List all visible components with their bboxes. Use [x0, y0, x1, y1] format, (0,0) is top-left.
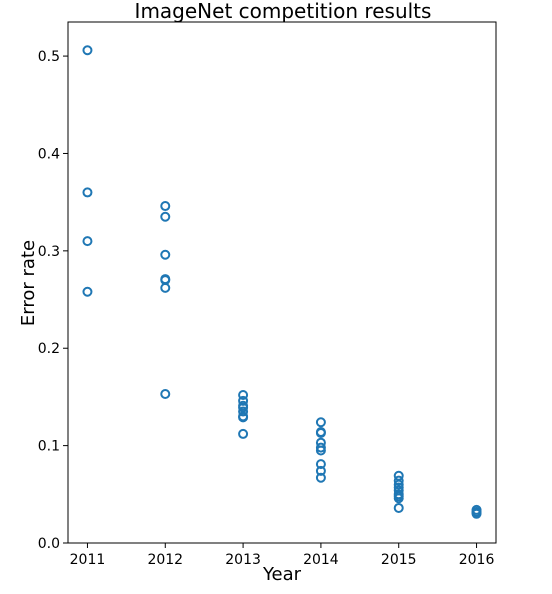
data-point	[82, 286, 93, 297]
y-tick-label: 0.4	[38, 146, 60, 162]
data-point	[393, 502, 404, 513]
data-point	[238, 428, 249, 439]
data-point	[160, 249, 171, 260]
y-tick-label: 0.5	[38, 49, 60, 65]
y-tick-label: 0.3	[38, 244, 60, 260]
plot-frame	[67, 21, 497, 544]
y-tick-label: 0.0	[38, 536, 60, 552]
y-axis: 0.0 0.1 0.2 0.3 0.4 0.5	[38, 49, 68, 552]
data-point	[238, 406, 249, 417]
data-point	[315, 445, 326, 456]
data-point	[160, 389, 171, 400]
data-point	[238, 395, 249, 406]
data-point	[82, 187, 93, 198]
data-point	[393, 493, 404, 504]
chart-title: ImageNet competition results	[135, 0, 432, 23]
x-tick-label: 2016	[459, 552, 495, 568]
data-point	[160, 211, 171, 222]
x-tick-label: 2015	[381, 552, 417, 568]
y-axis-label: Error rate	[18, 240, 39, 326]
data-point	[160, 282, 171, 293]
data-point	[315, 427, 326, 438]
data-point	[315, 417, 326, 428]
plot-area: 2011 2012 2013 2014 2015 2016 0.0 0.1 0.2 0.3 0.4…	[38, 21, 497, 568]
x-axis: 2011 2012 2013 2014 2015 2016	[70, 543, 495, 568]
data-point	[471, 508, 482, 519]
data-point	[160, 201, 171, 212]
data-point	[315, 472, 326, 483]
data-point	[238, 412, 249, 423]
x-tick-label: 2014	[303, 552, 339, 568]
scatter-series	[82, 45, 482, 519]
y-tick-label: 0.2	[38, 341, 60, 357]
data-point	[238, 389, 249, 400]
data-point	[315, 459, 326, 470]
y-tick-label: 0.1	[38, 439, 60, 455]
x-tick-label: 2012	[147, 552, 183, 568]
x-tick-label: 2011	[70, 552, 106, 568]
data-point	[315, 465, 326, 476]
x-axis-label: Year	[262, 564, 302, 585]
x-tick-label: 2013	[225, 552, 261, 568]
data-point	[393, 475, 404, 486]
data-point	[82, 45, 93, 56]
data-point	[82, 236, 93, 247]
